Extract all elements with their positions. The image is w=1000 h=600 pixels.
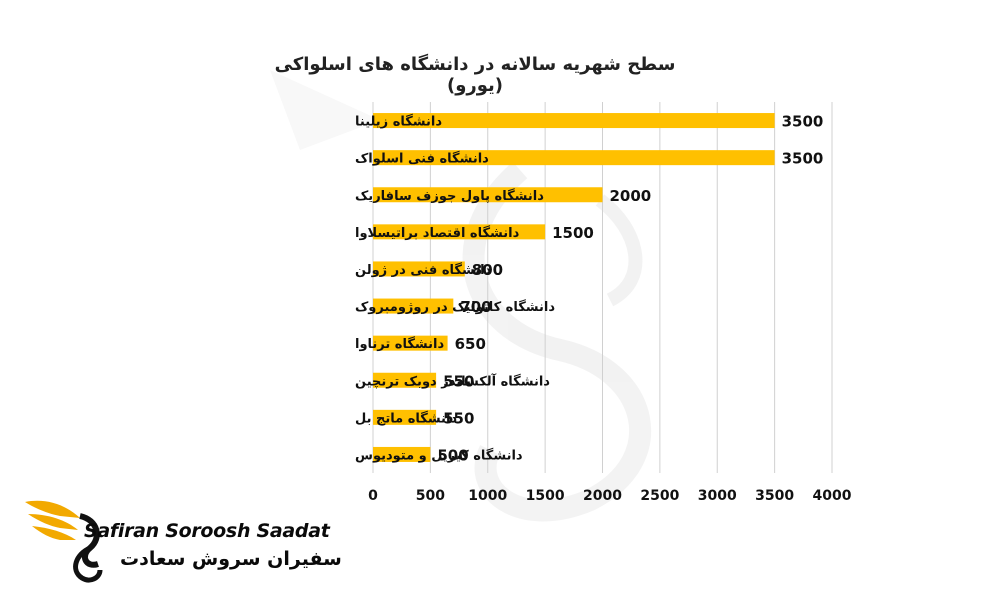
data-label: 800 bbox=[472, 261, 503, 279]
x-tick-label: 3500 bbox=[755, 488, 794, 504]
bar bbox=[373, 187, 603, 203]
phoenix-logo-icon bbox=[25, 500, 103, 583]
category-label: دانشگاه کیریل و متودیوس bbox=[355, 447, 523, 463]
data-label: 3500 bbox=[782, 150, 824, 168]
bar bbox=[373, 335, 448, 351]
category-label: دانشگاه پاول جوزف سافاریک bbox=[355, 188, 544, 204]
bar bbox=[373, 446, 431, 462]
bar bbox=[373, 224, 546, 240]
category-label: دانشگاه زیلینا bbox=[355, 114, 442, 130]
x-tick-label: 2000 bbox=[583, 488, 622, 504]
category-label: دانشگاه ترناوا bbox=[355, 336, 444, 352]
data-label: 3500 bbox=[782, 113, 824, 131]
brand-name-english: Safiran Soroosh Saadat bbox=[84, 520, 330, 542]
data-label: 550 bbox=[443, 409, 474, 427]
category-label: دانشگاه ماتج بل bbox=[355, 410, 457, 426]
bar bbox=[373, 372, 437, 388]
data-label: 2000 bbox=[610, 187, 652, 205]
bar bbox=[373, 409, 437, 425]
x-tick-label: 500 bbox=[416, 488, 445, 504]
bar bbox=[373, 261, 465, 277]
brand-logo: Safiran Soroosh Saadat سفیران سروش سعادت bbox=[20, 490, 342, 585]
bar bbox=[373, 113, 775, 129]
x-tick-label: 1000 bbox=[468, 488, 507, 504]
x-tick-label: 1500 bbox=[526, 488, 565, 504]
bar bbox=[373, 150, 775, 166]
category-label: دانشگاه فنی اسلواک bbox=[355, 151, 489, 167]
x-tick-label: 3000 bbox=[698, 488, 737, 504]
category-label: دانشگاه اقتصاد براتیسلاوا bbox=[355, 225, 520, 241]
category-label: دانشگاه کاتولیک در روژومبروک bbox=[355, 299, 555, 315]
x-tick-label: 2500 bbox=[640, 488, 679, 504]
category-label: دانشگاه فنی در ژولن bbox=[355, 262, 492, 278]
x-tick-label: 4000 bbox=[813, 488, 852, 504]
data-label: 550 bbox=[443, 372, 474, 390]
x-tick-label: 0 bbox=[368, 488, 378, 504]
data-label: 1500 bbox=[552, 224, 594, 242]
bar bbox=[373, 298, 454, 314]
chart-title: سطح شهریه سالانه در دانشگاه های اسلواکی … bbox=[274, 54, 676, 96]
brand-name-persian: سفیران سروش سعادت bbox=[120, 548, 342, 570]
data-label: 500 bbox=[437, 446, 468, 464]
watermark-logo bbox=[270, 70, 652, 522]
data-label: 650 bbox=[455, 335, 486, 353]
category-label: دانشگاه آلکساندر دوبک ترنچین bbox=[355, 372, 550, 389]
data-label: 700 bbox=[460, 298, 491, 316]
